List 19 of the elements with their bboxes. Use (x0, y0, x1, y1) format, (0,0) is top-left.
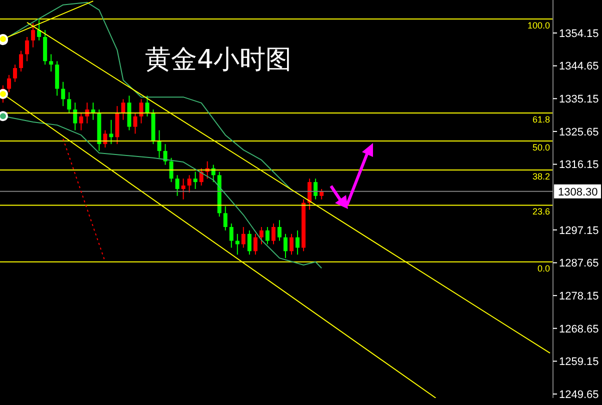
y-tick-label: 1297.15 (559, 224, 599, 237)
ref-line-label: 1308.30 (558, 186, 598, 198)
y-tick-label: 1278.15 (559, 290, 599, 302)
y-tick-label: 1259.15 (559, 356, 599, 368)
y-tick-label: 1316.15 (559, 159, 599, 172)
y-tick-label: 1344.65 (559, 60, 599, 73)
y-tick-label: 1335.15 (559, 94, 599, 106)
y-tick-label: 1249.65 (559, 388, 599, 401)
annotation: 23.6 (532, 206, 550, 217)
annotation: 50.0 (532, 142, 550, 152)
y-tick-label: 1287.65 (559, 258, 599, 270)
text: 黄金4小时图 (145, 45, 292, 75)
y-tick-label: 1354.15 (559, 28, 599, 40)
annotation: 100.0 (527, 20, 550, 30)
annotation: 38.2 (532, 171, 550, 182)
y-tick-label: 1268.65 (559, 323, 599, 336)
annotation: 0.0 (537, 263, 550, 274)
annotation: 61.8 (532, 114, 550, 124)
y-tick-label: 1325.65 (559, 126, 599, 138)
